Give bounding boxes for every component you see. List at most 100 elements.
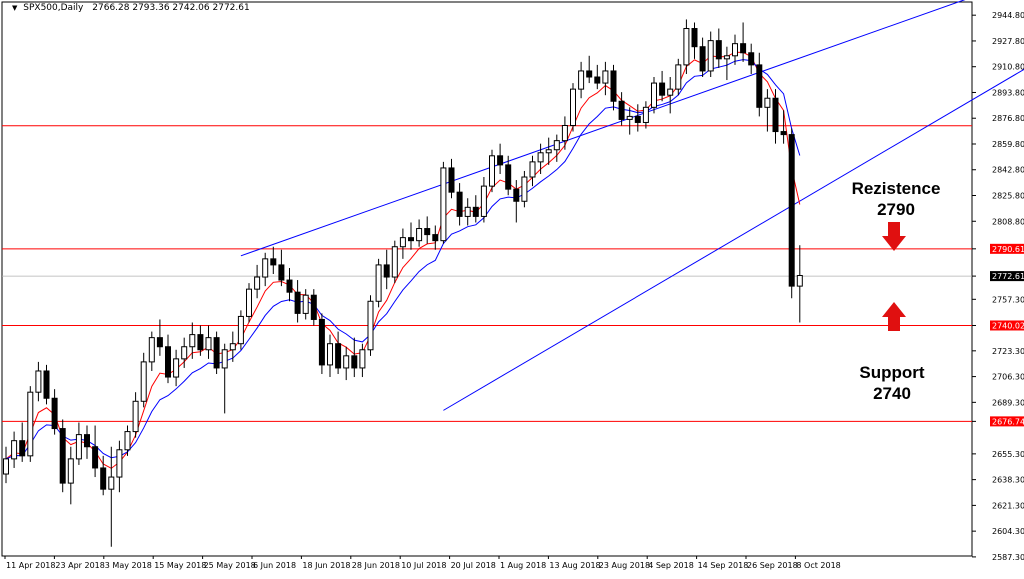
candle-body [424, 228, 431, 236]
candle [229, 331, 236, 362]
ema-slow-line [5, 59, 801, 460]
candle-body [229, 343, 236, 351]
candle [197, 325, 204, 356]
candle [675, 58, 682, 96]
y-tick-label: 2808.80 [992, 217, 1024, 226]
candle [756, 52, 763, 117]
candle-body [537, 152, 544, 163]
support-title: Support [859, 363, 925, 382]
candle [391, 240, 398, 284]
candle-body [448, 167, 455, 193]
candle [116, 440, 123, 493]
x-tick-label: 25 May 2018 [204, 561, 256, 570]
trend-line-0 [240, 0, 966, 257]
candle-body [189, 334, 196, 348]
candle [489, 149, 495, 193]
y-tick-label: 2689.30 [992, 398, 1024, 407]
candle-body [472, 206, 479, 217]
y-tick-label: 2638.30 [992, 476, 1024, 485]
y-tick-label: 2621.30 [992, 501, 1024, 510]
candle [359, 343, 366, 378]
candle-body [513, 188, 520, 202]
candle [772, 89, 779, 144]
candle-body [302, 294, 309, 314]
y-tick-label: 2587.30 [992, 553, 1024, 562]
candle-body [11, 440, 18, 460]
x-tick-label: 20 Jul 2018 [451, 561, 496, 570]
y-tick-label: 2910.80 [992, 63, 1024, 72]
candle-body [610, 70, 617, 102]
candle-body [367, 300, 374, 351]
y-tick-label: 2876.80 [992, 114, 1024, 123]
candle [165, 334, 171, 384]
candle [100, 455, 107, 496]
candle [464, 198, 471, 226]
candle [480, 177, 487, 223]
candle [545, 137, 552, 165]
candle [3, 446, 9, 484]
candle [513, 180, 520, 223]
candle [237, 310, 244, 350]
candle [335, 331, 342, 375]
x-tick-label: 23 Apr 2018 [55, 561, 104, 570]
candle [351, 337, 358, 378]
candle [327, 334, 333, 378]
candle [707, 31, 714, 78]
candle [318, 313, 325, 375]
candle-body [124, 431, 131, 451]
candle-body [116, 449, 123, 478]
candle-body [626, 115, 633, 120]
candle [205, 325, 212, 359]
candle-body [594, 76, 601, 84]
candle-body [197, 334, 204, 351]
candle-body [156, 337, 163, 348]
candle-body [748, 52, 755, 66]
candle-body [148, 337, 155, 363]
candle [683, 19, 690, 74]
candle [132, 392, 139, 438]
candle-body [408, 237, 414, 242]
candle [578, 61, 585, 99]
resistance-value: 2790 [877, 200, 915, 219]
candle [691, 22, 698, 59]
candle-body [553, 140, 560, 151]
resistance-title: Rezistence [851, 179, 941, 198]
x-tick-label: 26 Sep 2018 [747, 561, 798, 570]
candle-body [764, 97, 771, 108]
candle-body [529, 161, 536, 178]
candle-body [262, 258, 269, 278]
candle-body [505, 164, 512, 190]
candle [35, 361, 42, 402]
symbol-name: SPX500,Daily [23, 3, 84, 13]
candle-body [27, 391, 34, 457]
candle [140, 352, 147, 408]
candle [213, 331, 220, 375]
resistance-annotation: Rezistence 2790 [836, 178, 956, 220]
candle [667, 77, 674, 114]
candle [375, 258, 382, 308]
candle [553, 134, 560, 162]
candle-body [399, 237, 406, 248]
dropdown-triangle-icon[interactable]: ▼ [12, 4, 18, 12]
candle-body [707, 40, 714, 72]
candle [642, 101, 649, 129]
candle-body [237, 315, 244, 345]
candle [286, 267, 293, 302]
x-tick-label: 4 Sep 2018 [648, 561, 694, 570]
y-tick-label: 2859.80 [992, 140, 1024, 149]
x-tick-label: 10 Jul 2018 [401, 561, 446, 570]
candle [294, 280, 301, 323]
candle-body [651, 82, 657, 108]
candle [51, 389, 58, 435]
candle-body [270, 258, 277, 266]
candle-body [294, 291, 301, 314]
candle [529, 155, 536, 187]
x-tick-label: 14 Sep 2018 [698, 561, 749, 570]
candle [456, 183, 463, 226]
candle-body [246, 288, 252, 317]
candle-body [634, 115, 641, 123]
y-tick-label: 2676.74 [992, 417, 1024, 426]
level-price-box [990, 243, 1024, 254]
candle-body [351, 355, 358, 369]
